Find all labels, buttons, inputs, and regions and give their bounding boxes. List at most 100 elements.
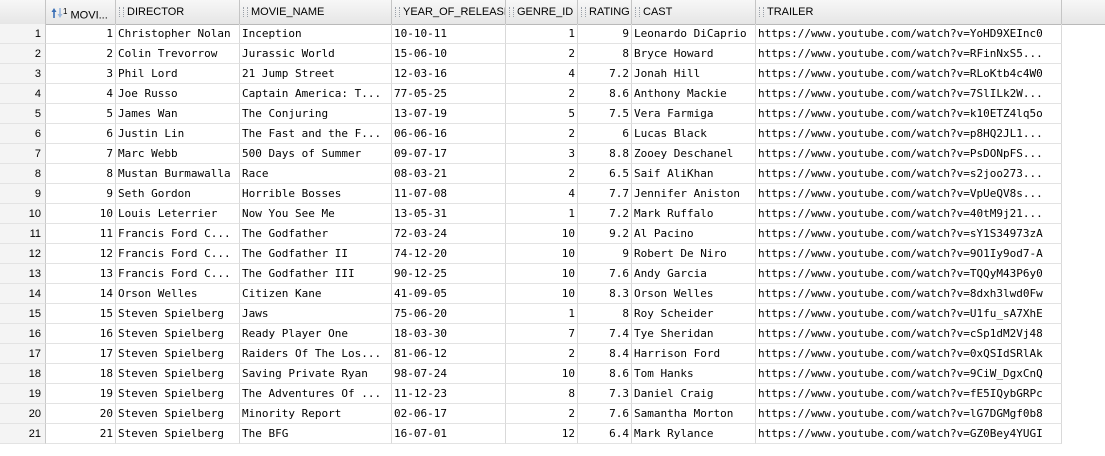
column-header-rating[interactable]: RATING — [578, 0, 632, 24]
year-of-release-cell[interactable]: 09-07-17 — [392, 144, 506, 164]
cast-cell[interactable]: Anthony Mackie — [632, 84, 756, 104]
row-number-cell[interactable]: 4 — [0, 84, 46, 104]
column-grip-icon[interactable] — [395, 7, 400, 18]
rating-cell[interactable]: 7.5 — [578, 104, 632, 124]
movie-name-cell[interactable]: The Fast and the F... — [240, 124, 392, 144]
genre-id-cell[interactable]: 3 — [506, 144, 578, 164]
cast-cell[interactable]: Bryce Howard — [632, 44, 756, 64]
cast-cell[interactable]: Jennifer Aniston — [632, 184, 756, 204]
year-of-release-cell[interactable]: 10-10-11 — [392, 24, 506, 44]
trailer-cell[interactable]: https://www.youtube.com/watch?v=sY1S3497… — [756, 224, 1062, 244]
column-header-genre-id[interactable]: GENRE_ID — [506, 0, 578, 24]
movie-id-cell[interactable]: 12 — [46, 244, 116, 264]
genre-id-cell[interactable]: 2 — [506, 84, 578, 104]
table-row[interactable]: 2 2 Colin Trevorrow Jurassic World 15-06-10 2… — [0, 44, 1062, 64]
table-row[interactable]: 15 15 Steven Spielberg Jaws 75-06-20 1 8 Roy Sc… — [0, 304, 1062, 324]
trailer-cell[interactable]: https://www.youtube.com/watch?v=9O1Iy9od… — [756, 244, 1062, 264]
rating-cell[interactable]: 9.2 — [578, 224, 632, 244]
column-grip-icon[interactable] — [759, 7, 764, 18]
year-of-release-cell[interactable]: 12-03-16 — [392, 64, 506, 84]
movie-id-cell[interactable]: 18 — [46, 364, 116, 384]
row-number-cell[interactable]: 18 — [0, 364, 46, 384]
cast-cell[interactable]: Mark Ruffalo — [632, 204, 756, 224]
table-row[interactable]: 14 14 Orson Welles Citizen Kane 41-09-05 10 8.… — [0, 284, 1062, 304]
column-header-movie-name[interactable]: MOVIE_NAME — [240, 0, 392, 24]
movie-name-cell[interactable]: Saving Private Ryan — [240, 364, 392, 384]
cast-cell[interactable]: Samantha Morton — [632, 404, 756, 424]
movie-name-cell[interactable]: 21 Jump Street — [240, 64, 392, 84]
year-of-release-cell[interactable]: 81-06-12 — [392, 344, 506, 364]
cast-cell[interactable]: Tom Hanks — [632, 364, 756, 384]
movie-name-cell[interactable]: Jurassic World — [240, 44, 392, 64]
row-number-cell[interactable]: 3 — [0, 64, 46, 84]
trailer-cell[interactable]: https://www.youtube.com/watch?v=0xQSIdSR… — [756, 344, 1062, 364]
rating-cell[interactable]: 7.2 — [578, 204, 632, 224]
year-of-release-cell[interactable]: 72-03-24 — [392, 224, 506, 244]
movie-id-cell[interactable]: 5 — [46, 104, 116, 124]
genre-id-cell[interactable]: 5 — [506, 104, 578, 124]
director-cell[interactable]: Joe Russo — [116, 84, 240, 104]
table-row[interactable]: 9 9 Seth Gordon Horrible Bosses 11-07-08 4 7.7… — [0, 184, 1062, 204]
genre-id-cell[interactable]: 4 — [506, 184, 578, 204]
cast-cell[interactable]: Lucas Black — [632, 124, 756, 144]
director-cell[interactable]: James Wan — [116, 104, 240, 124]
cast-cell[interactable]: Andy Garcia — [632, 264, 756, 284]
rating-cell[interactable]: 7.4 — [578, 324, 632, 344]
year-of-release-cell[interactable]: 74-12-20 — [392, 244, 506, 264]
cast-cell[interactable]: Robert De Niro — [632, 244, 756, 264]
row-number-cell[interactable]: 13 — [0, 264, 46, 284]
year-of-release-cell[interactable]: 15-06-10 — [392, 44, 506, 64]
cast-cell[interactable]: Zooey Deschanel — [632, 144, 756, 164]
row-number-cell[interactable]: 12 — [0, 244, 46, 264]
movie-id-cell[interactable]: 8 — [46, 164, 116, 184]
year-of-release-cell[interactable]: 98-07-24 — [392, 364, 506, 384]
genre-id-cell[interactable]: 1 — [506, 24, 578, 44]
column-grip-icon[interactable] — [635, 7, 640, 18]
rating-cell[interactable]: 8.6 — [578, 84, 632, 104]
table-row[interactable]: 3 3 Phil Lord 21 Jump Street 12-03-16 4 7.2 Jon… — [0, 64, 1062, 84]
cast-cell[interactable]: Saif AliKhan — [632, 164, 756, 184]
table-row[interactable]: 18 18 Steven Spielberg Saving Private Ryan 9… — [0, 364, 1062, 384]
movie-name-cell[interactable]: Ready Player One — [240, 324, 392, 344]
trailer-cell[interactable]: https://www.youtube.com/watch?v=TQQyM43P… — [756, 264, 1062, 284]
movie-name-cell[interactable]: Minority Report — [240, 404, 392, 424]
director-cell[interactable]: Steven Spielberg — [116, 304, 240, 324]
trailer-cell[interactable]: https://www.youtube.com/watch?v=cSp1dM2V… — [756, 324, 1062, 344]
rating-cell[interactable]: 7.6 — [578, 264, 632, 284]
table-row[interactable]: 11 11 Francis Ford C... The Godfather 72-03-… — [0, 224, 1062, 244]
table-row[interactable]: 16 16 Steven Spielberg Ready Player One 18-0… — [0, 324, 1062, 344]
movie-id-cell[interactable]: 6 — [46, 124, 116, 144]
genre-id-cell[interactable]: 2 — [506, 344, 578, 364]
rating-cell[interactable]: 8.6 — [578, 364, 632, 384]
rating-cell[interactable]: 7.6 — [578, 404, 632, 424]
genre-id-cell[interactable]: 10 — [506, 224, 578, 244]
row-number-cell[interactable]: 5 — [0, 104, 46, 124]
year-of-release-cell[interactable]: 13-07-19 — [392, 104, 506, 124]
trailer-cell[interactable]: https://www.youtube.com/watch?v=PsDONpFS… — [756, 144, 1062, 164]
rating-cell[interactable]: 8.3 — [578, 284, 632, 304]
table-row[interactable]: 4 4 Joe Russo Captain America: T... 77-05-25… — [0, 84, 1062, 104]
genre-id-cell[interactable]: 2 — [506, 44, 578, 64]
trailer-cell[interactable]: https://www.youtube.com/watch?v=RFinNxS5… — [756, 44, 1062, 64]
movie-name-cell[interactable]: 500 Days of Summer — [240, 144, 392, 164]
movie-name-cell[interactable]: Raiders Of The Los... — [240, 344, 392, 364]
row-number-cell[interactable]: 1 — [0, 24, 46, 44]
cast-cell[interactable]: Mark Rylance — [632, 424, 756, 444]
trailer-cell[interactable]: https://www.youtube.com/watch?v=YoHD9XEI… — [756, 24, 1062, 44]
row-number-cell[interactable]: 9 — [0, 184, 46, 204]
movie-id-cell[interactable]: 13 — [46, 264, 116, 284]
trailer-cell[interactable]: https://www.youtube.com/watch?v=VpUeQV8s… — [756, 184, 1062, 204]
rating-cell[interactable]: 7.7 — [578, 184, 632, 204]
column-grip-icon[interactable] — [119, 7, 124, 18]
table-row[interactable]: 10 10 Louis Leterrier Now You See Me 13-05-3… — [0, 204, 1062, 224]
movie-id-cell[interactable]: 7 — [46, 144, 116, 164]
movie-id-cell[interactable]: 16 — [46, 324, 116, 344]
movie-id-cell[interactable]: 11 — [46, 224, 116, 244]
movie-id-cell[interactable]: 2 — [46, 44, 116, 64]
row-number-cell[interactable]: 16 — [0, 324, 46, 344]
cast-cell[interactable]: Harrison Ford — [632, 344, 756, 364]
row-number-cell[interactable]: 20 — [0, 404, 46, 424]
year-of-release-cell[interactable]: 41-09-05 — [392, 284, 506, 304]
year-of-release-cell[interactable]: 75-06-20 — [392, 304, 506, 324]
row-number-cell[interactable]: 17 — [0, 344, 46, 364]
